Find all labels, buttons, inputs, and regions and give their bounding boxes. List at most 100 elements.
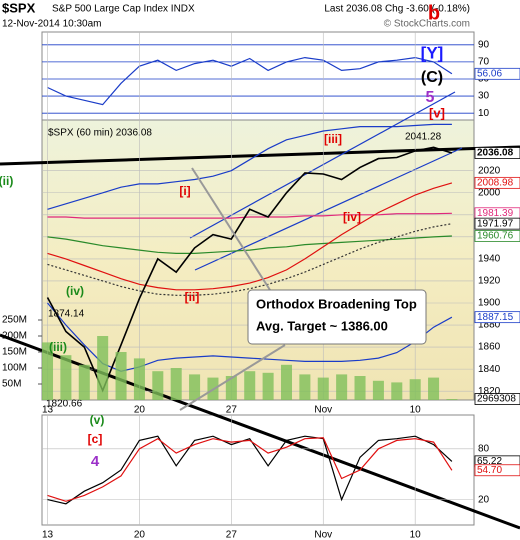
volume-bar [299, 374, 311, 400]
series-line [47, 123, 452, 210]
x-tick-label: 27 [226, 530, 238, 540]
volume-bar [372, 380, 384, 400]
volume-bar [409, 379, 421, 400]
value-label: 65.22 [477, 456, 502, 467]
volume-bar [280, 364, 293, 400]
value-box [474, 176, 520, 189]
volume-bar [42, 342, 54, 400]
volume-bar [391, 382, 403, 400]
price-label: 1874.14 [48, 309, 85, 320]
x-tick-label: 10 [410, 405, 422, 416]
wave-label: b [428, 2, 440, 24]
datetime: 12-Nov-2014 10:30am [2, 19, 102, 30]
y-tick-label: 80 [478, 443, 490, 454]
channel-line [194, 147, 463, 271]
wave-label: [i] [179, 184, 190, 198]
value-box [474, 217, 520, 230]
wave-label: [v] [429, 105, 445, 120]
value-label: 1960.76 [477, 231, 514, 242]
wave-label: (v) [90, 413, 105, 427]
series-line [46, 146, 453, 393]
stoch-panel [41, 414, 475, 526]
x-tick-label: 20 [134, 530, 146, 540]
volume-bar [225, 376, 237, 400]
value-box [474, 230, 520, 242]
source: © StockCharts.com [384, 19, 470, 30]
y-tick-label: 90 [478, 39, 490, 50]
volume-bar [60, 355, 72, 400]
value-label: 56.06 [477, 68, 502, 79]
broadening-line [0, 145, 520, 166]
volume-bar [317, 377, 329, 400]
value-box [474, 311, 520, 324]
wave-label: [c] [88, 432, 103, 446]
wave-label: [Y] [421, 43, 444, 62]
callout-text: Orthodox Broadening Top [256, 296, 417, 311]
volume-bar [262, 372, 274, 400]
volume-bar [354, 376, 366, 400]
price-panel [41, 119, 475, 401]
callout-box [247, 289, 427, 345]
volume-bar [152, 371, 164, 400]
wave-label: 4 [91, 453, 100, 470]
channel-line [189, 91, 456, 239]
callout-text: Avg. Target ~ 1386.00 [256, 318, 388, 333]
x-tick-label: 13 [42, 405, 54, 416]
volume-bar [244, 371, 256, 400]
value-label: 54.70 [477, 465, 502, 476]
series-line [47, 212, 452, 219]
series-line [47, 182, 453, 291]
x-tick-label: 10 [410, 530, 422, 540]
y-tick-label: 20 [478, 494, 490, 505]
y-tick-label: 2020 [478, 165, 501, 176]
callout-pointer [191, 167, 271, 291]
volume-bar [446, 399, 458, 400]
y-tick-label: 150M [2, 347, 27, 358]
series-line [47, 302, 453, 372]
wave-label: (iii) [49, 340, 67, 354]
value-label: 1887.15 [477, 312, 514, 323]
quote: Last 2036.08 Chg -3.60 (-0.18%) [324, 4, 470, 15]
series-line [47, 437, 453, 502]
volume-bar [189, 374, 201, 400]
x-tick-label: Nov [314, 405, 332, 416]
value-box [474, 67, 520, 80]
y-tick-label: 1840 [478, 364, 501, 375]
y-tick-label: 100M [2, 363, 27, 374]
x-tick-label: 27 [226, 405, 238, 416]
wave-label: 5 [426, 89, 435, 106]
wave-label: (C) [421, 69, 443, 86]
value-label: 2969308 [477, 394, 516, 405]
price-label: 2041.28 [405, 132, 442, 143]
y-tick-label: 2000 [478, 187, 501, 198]
volume-bar [133, 358, 145, 400]
y-tick-label: 200M [2, 331, 27, 342]
series-line [47, 435, 453, 505]
wave-label: [ii] [185, 290, 200, 304]
series-line [47, 56, 453, 106]
value-label: 1971.97 [477, 218, 514, 229]
series-line [47, 235, 452, 254]
price-label: $SPX (60 min) 2036.08 [48, 128, 152, 139]
y-tick-label: 1880 [478, 320, 501, 331]
y-tick-label: 10 [478, 108, 490, 119]
value-box [474, 464, 520, 477]
value-label: 2036.08 [477, 148, 514, 159]
x-tick-label: 20 [134, 405, 146, 416]
symbol: $SPX [2, 0, 36, 15]
volume-bar [97, 336, 109, 400]
wave-label: (ii) [0, 174, 13, 188]
y-tick-label: 30 [478, 91, 490, 102]
value-label: 1981.39 [477, 208, 514, 219]
x-tick-label: 13 [42, 530, 54, 540]
index-name: S&P 500 Large Cap Index INDX [52, 4, 195, 15]
rsi-panel [41, 31, 475, 121]
volume-bar [428, 377, 440, 400]
y-tick-label: 250M [2, 315, 27, 326]
x-tick-label: Nov [314, 530, 332, 540]
y-tick-label: 50M [2, 379, 21, 390]
y-tick-label: 1860 [478, 342, 501, 353]
value-box [474, 147, 520, 159]
volume-bar [115, 352, 127, 400]
y-tick-label: 1900 [478, 298, 501, 309]
